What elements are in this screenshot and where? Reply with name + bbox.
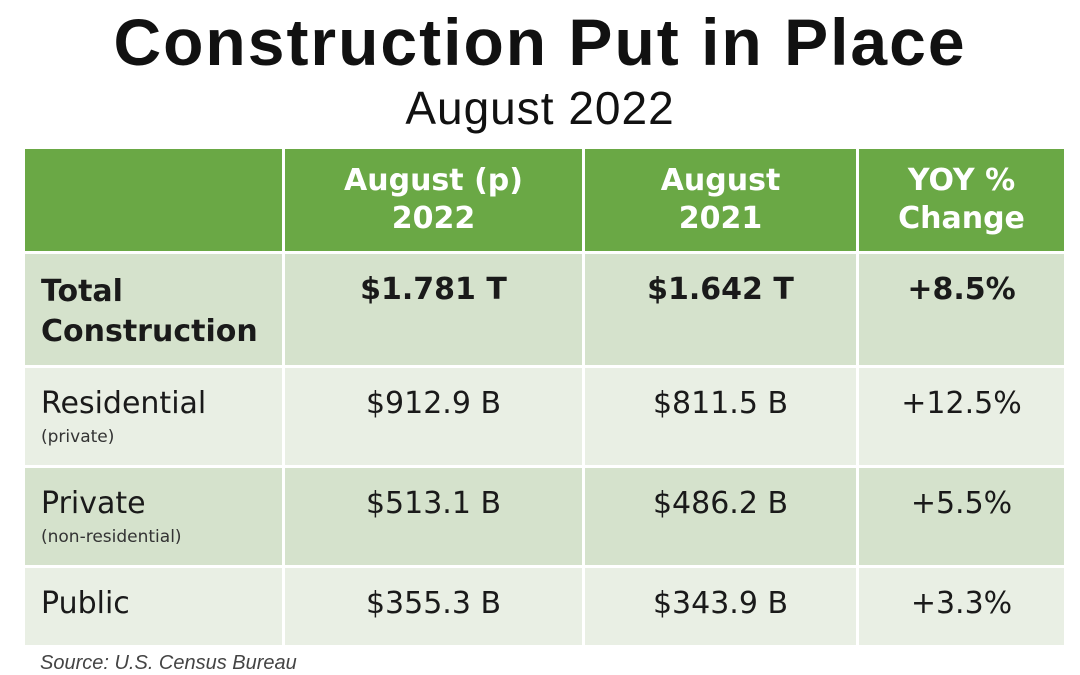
cell-value: $355.3 B: [282, 565, 585, 648]
page-title: Construction Put in Place: [113, 5, 967, 79]
table-row: Total Construction $1.781 T $1.642 T +8.…: [22, 251, 1067, 368]
header-yoy-line1: YOY %: [907, 163, 1016, 198]
header-yoy-line2: Change: [898, 201, 1025, 236]
header-blank: [22, 146, 285, 254]
cell-value: $1.642 T: [582, 251, 859, 368]
cell-value: +5.5%: [856, 465, 1067, 568]
cell-value: +3.3%: [856, 565, 1067, 648]
row-sublabel-private: (non-residential): [41, 527, 182, 547]
row-label-cell: Private (non-residential): [22, 465, 285, 568]
header-aug-2022-line2: 2022: [391, 201, 476, 236]
table-row: Residential (private) $912.9 B $811.5 B …: [22, 365, 1067, 468]
header-aug-2021-line1: August: [660, 163, 781, 198]
row-label-total: Total Construction: [22, 251, 285, 368]
header-aug-2022: August (p) 2022: [282, 146, 585, 254]
header-yoy-change: YOY % Change: [856, 146, 1067, 254]
row-label-public: Public: [22, 565, 285, 648]
header-aug-2021-line2: 2021: [678, 201, 763, 236]
construction-table: August (p) 2022 August 2021 YOY % Change…: [22, 146, 1067, 648]
table-row: Private (non-residential) $513.1 B $486.…: [22, 465, 1067, 568]
cell-value: $912.9 B: [282, 365, 585, 468]
table-header-row: August (p) 2022 August 2021 YOY % Change: [22, 146, 1067, 254]
cell-value: +8.5%: [856, 251, 1067, 368]
cell-value: $513.1 B: [282, 465, 585, 568]
header-aug-2021: August 2021: [582, 146, 859, 254]
header-aug-2022-line1: August (p): [344, 163, 523, 198]
cell-value: $811.5 B: [582, 365, 859, 468]
page-subtitle: August 2022: [405, 82, 675, 134]
row-label-residential: Residential: [41, 386, 207, 421]
cell-value: $1.781 T: [282, 251, 585, 368]
cell-value: $486.2 B: [582, 465, 859, 568]
table-row: Public $355.3 B $343.9 B +3.3%: [22, 565, 1067, 648]
cell-value: $343.9 B: [582, 565, 859, 648]
source-note: Source: U.S. Census Bureau: [40, 652, 297, 674]
row-sublabel-residential: (private): [41, 427, 115, 447]
row-label-cell: Residential (private): [22, 365, 285, 468]
row-label-private: Private: [41, 486, 146, 521]
cell-value: +12.5%: [856, 365, 1067, 468]
